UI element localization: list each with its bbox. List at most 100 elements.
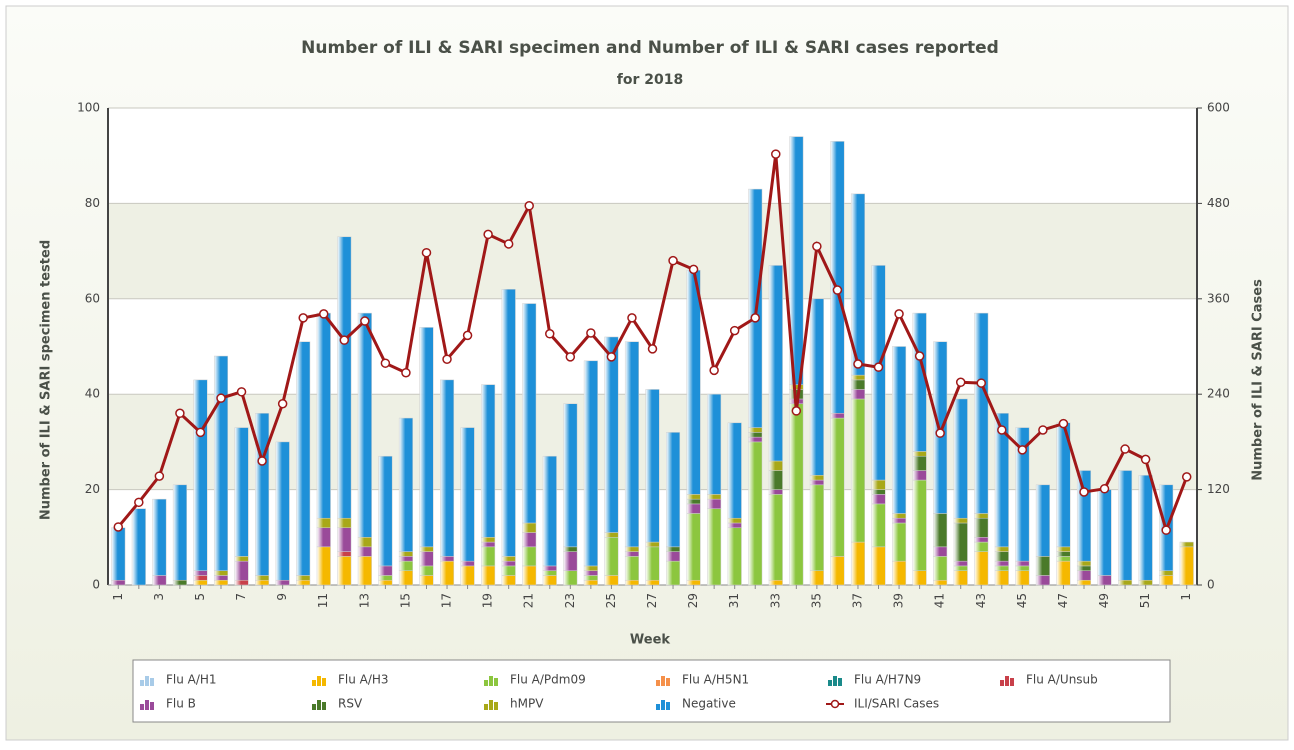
bar-segment: [296, 579, 311, 586]
line-point: [1161, 525, 1171, 535]
bar-segment: [1118, 579, 1133, 586]
bar-segment: [398, 417, 413, 552]
y-tick-label: 20: [85, 482, 100, 496]
legend-swatch: [830, 699, 840, 709]
line-point: [380, 358, 391, 368]
bar-segment: [398, 560, 413, 571]
x-tick-label: 33: [768, 593, 782, 608]
bar-segment: [563, 551, 578, 571]
bar-segment: [850, 389, 866, 400]
bar-segment: [563, 403, 578, 548]
bar-segment: [1076, 579, 1092, 586]
legend-swatch: [489, 700, 493, 710]
x-tick-label: 19: [481, 593, 495, 608]
bar-segment: [111, 527, 126, 581]
line-point: [442, 354, 452, 364]
legend-swatch: [1010, 678, 1014, 686]
line-point: [1120, 444, 1130, 454]
bar-segment: [1035, 575, 1050, 586]
bar-segment: [152, 575, 167, 586]
line-point: [668, 255, 678, 266]
line-point: [997, 425, 1007, 435]
bar-segment: [1035, 556, 1050, 576]
bar-segment: [974, 537, 989, 543]
y2-tick-label: 120: [1207, 482, 1230, 496]
x-tick-label: 13: [357, 593, 371, 608]
bar-segment: [809, 484, 824, 571]
bar-segment: [994, 560, 1009, 567]
bar-segment: [912, 479, 927, 571]
bar-segment: [727, 527, 742, 586]
bar-segment: [398, 551, 413, 557]
x-tick-label: 49: [1097, 593, 1111, 608]
bar-segment: [892, 522, 907, 562]
x-tick-label: 47: [1056, 593, 1070, 608]
bar-segment: [686, 494, 701, 500]
bar-segment: [316, 546, 331, 586]
line-point: [976, 378, 987, 388]
y2-tick-label: 600: [1207, 101, 1230, 115]
line-point: [1017, 445, 1028, 455]
bar-segment: [768, 489, 783, 495]
bar-segment: [255, 579, 270, 586]
x-tick-label: 23: [563, 593, 577, 608]
line-point: [483, 229, 493, 240]
line-point: [277, 398, 288, 409]
legend-label: Flu B: [166, 697, 196, 711]
line-point: [832, 285, 843, 295]
bar-segment: [357, 537, 372, 548]
bar-segment: [1076, 565, 1092, 571]
bar-segment: [419, 565, 434, 576]
bar-segment: [193, 379, 208, 571]
line-point: [627, 313, 637, 323]
bar-segment: [1138, 475, 1153, 581]
bar-segment: [850, 193, 866, 376]
line-point: [318, 309, 329, 319]
x-tick-label: 51: [1138, 593, 1152, 608]
bar-segment: [974, 513, 989, 519]
legend-swatch: [1005, 676, 1009, 686]
line-point: [812, 241, 822, 252]
bar-segment: [789, 403, 804, 586]
bar-segment: [748, 436, 763, 443]
bar-segment: [686, 579, 701, 586]
bar-segment: [1015, 427, 1030, 562]
x-tick-label: 27: [645, 593, 659, 608]
x-tick-label: 17: [440, 593, 454, 608]
legend-label: hMPV: [510, 697, 544, 711]
bar-segment: [337, 517, 352, 529]
bar-segment: [357, 546, 372, 557]
bar-segment: [871, 489, 886, 495]
bar-segment: [624, 556, 639, 581]
bar-segment: [481, 546, 496, 567]
y2-tick-label: 0: [1207, 578, 1215, 592]
x-tick-label: 7: [234, 593, 248, 601]
bar-segment: [686, 269, 701, 495]
x-tick-label: 15: [398, 593, 412, 608]
y-axis-label: Number of ILI & SARI specimen tested: [39, 240, 54, 520]
legend-label: Flu A/H3: [338, 673, 389, 687]
bar-segment: [522, 522, 537, 533]
legend-swatch: [484, 704, 488, 710]
bar-segment: [131, 508, 146, 586]
bar-segment: [748, 432, 763, 438]
line-point: [360, 316, 370, 326]
bar-segment: [933, 513, 948, 548]
bar-segment: [296, 575, 311, 581]
legend-label: Negative: [682, 697, 736, 711]
bar-segment: [768, 470, 783, 490]
y2-tick-label: 480: [1207, 196, 1230, 210]
x-tick-label: 11: [316, 593, 330, 608]
bar-segment: [1076, 560, 1092, 567]
bar-segment: [830, 556, 845, 586]
bar-segment: [501, 565, 516, 576]
legend-swatch: [317, 700, 321, 710]
x-tick-label: 1: [1179, 593, 1193, 601]
bar-segment: [1097, 489, 1112, 576]
line-point: [216, 393, 226, 403]
bar-segment: [583, 570, 598, 576]
line-point: [1140, 454, 1151, 465]
bar-segment: [542, 565, 557, 571]
line-point: [134, 497, 144, 508]
